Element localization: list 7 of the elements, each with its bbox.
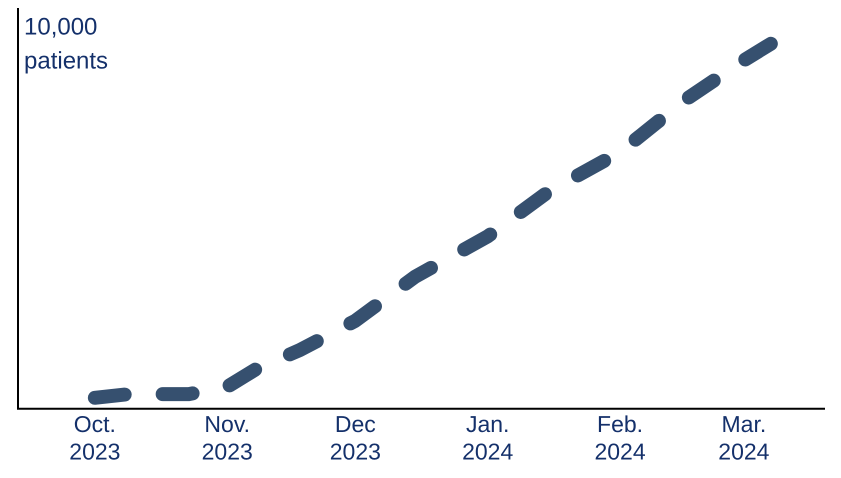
x-tick-label: Nov. 2023 xyxy=(202,410,253,465)
x-tick-label: Oct. 2023 xyxy=(69,410,120,465)
annotation: 10,000 patients xyxy=(24,14,108,75)
x-tick-label: Mar. 2024 xyxy=(718,410,770,465)
x-tick-label: Feb. 2024 xyxy=(594,410,646,465)
x-tick-label: Dec 2023 xyxy=(330,410,381,465)
x-tick-label: Jan. 2024 xyxy=(462,410,514,465)
